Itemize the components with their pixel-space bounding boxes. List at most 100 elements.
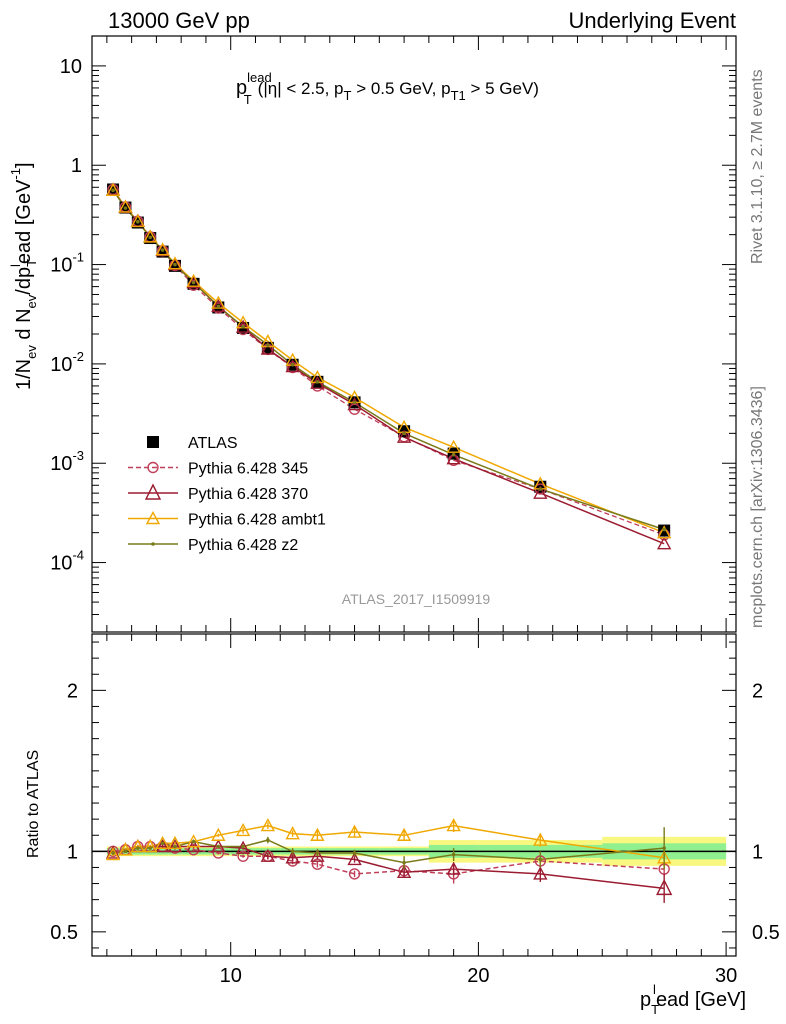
ratio-point-pythia-6.428-370 — [446, 861, 461, 875]
ratio-point-pythia-6.428-345 — [348, 868, 361, 880]
ratio-point-pythia-6.428-ambt1 — [211, 827, 226, 841]
ratio-point-pythia-6.428-z2 — [241, 844, 245, 849]
main-point-pythia-6.428-370 — [347, 397, 362, 411]
ratio-point-pythia-6.428-370 — [211, 839, 226, 853]
legend-label: Pythia 6.428 345 — [188, 461, 308, 478]
ratio-y-tick-label: 2 — [67, 680, 78, 702]
ratio-point-pythia-6.428-370 — [155, 839, 170, 853]
plot-title: plead T(|η| < 2.5, pT > 0.5 GeV, pT1 > 5 … — [236, 70, 539, 107]
ratio-point-pythia-6.428-370 — [260, 848, 276, 862]
main-point-pythia-6.428-z2 — [160, 248, 165, 252]
ratio-point-pythia-6.428-z2 — [148, 846, 153, 850]
main-y-axis-label: 1/Nev d Nev/dpTlead [GeV-1] — [8, 162, 39, 390]
ratio-point-pythia-6.428-z2 — [191, 839, 196, 844]
main-point-pythia-6.428-ambt1 — [656, 525, 672, 539]
ratio-point-pythia-6.428-z2 — [136, 846, 140, 850]
ratio-point-pythia-6.428-ambt1 — [118, 842, 133, 856]
ratio-y-tick-label: 0.5 — [50, 922, 78, 944]
header-left: 13000 GeV pp — [108, 8, 250, 33]
analysis-label: ATLAS_2017_I1509919 — [342, 591, 491, 607]
main-point-pythia-6.428-370 — [446, 451, 461, 465]
ratio-point-pythia-6.428-ambt1 — [143, 839, 158, 853]
ratio-point-pythia-6.428-ambt1 — [396, 827, 412, 841]
ratio-point-pythia-6.428-ambt1 — [285, 826, 300, 840]
ratio-point-pythia-6.428-ambt1 — [260, 818, 276, 832]
main-point-pythia-6.428-z2 — [538, 487, 543, 491]
rivet-label: Rivet 3.1.10, ≥ 2.7M events — [749, 69, 766, 264]
legend-marker — [147, 461, 159, 474]
ratio-y-tick-label-right: 0.5 — [752, 922, 780, 944]
main-y-tick-label: 1 — [71, 155, 82, 177]
ratio-point-pythia-6.428-z2 — [111, 851, 115, 855]
ratio-point-pythia-6.428-370 — [396, 864, 412, 878]
ratio-point-pythia-6.428-370 — [656, 878, 673, 896]
main-point-pythia-6.428-z2 — [216, 304, 221, 309]
ratio-point-pythia-6.428-ambt1 — [105, 847, 121, 861]
main-point-pythia-6.428-370 — [235, 319, 251, 333]
main-y-tick-label: 10-2 — [50, 349, 84, 376]
main-y-tick-label: 10-3 — [50, 448, 84, 475]
ratio-point-pythia-6.428-z2 — [538, 857, 543, 862]
ratio-y-tick-label-right: 1 — [752, 841, 763, 863]
x-tick-label: 20 — [467, 965, 489, 987]
ratio-point-pythia-6.428-ambt1 — [310, 827, 325, 841]
main-point-pythia-6.428-370 — [285, 359, 300, 373]
ratio-point-pythia-6.428-z2 — [662, 846, 666, 850]
header-right: Underlying Event — [568, 8, 736, 33]
ratio-point-pythia-6.428-370 — [105, 845, 121, 859]
ratio-point-pythia-6.428-z2 — [160, 841, 165, 846]
main-point-pythia-6.428-z2 — [352, 400, 357, 405]
x-axis-label: pTlead [GeV] — [640, 982, 746, 1017]
main-point-pythia-6.428-z2 — [136, 219, 140, 224]
ratio-point-pythia-6.428-ambt1 — [533, 832, 548, 846]
ratio-point-pythia-6.428-z2 — [173, 844, 177, 849]
ratio-point-pythia-6.428-ambt1 — [186, 834, 201, 848]
ratio-point-pythia-6.428-z2 — [266, 838, 270, 842]
ratio-point-pythia-6.428-ambt1 — [446, 818, 461, 832]
main-point-pythia-6.428-ambt1 — [118, 199, 133, 213]
ratio-point-pythia-6.428-ambt1 — [130, 839, 146, 853]
ratio-point-pythia-6.428-z2 — [290, 849, 295, 854]
legend-marker — [147, 436, 159, 448]
main-point-pythia-6.428-z2 — [662, 527, 666, 532]
ratio-y-axis-label: Ratio to ATLAS — [25, 750, 42, 858]
x-tick-label: 30 — [715, 965, 737, 987]
ratio-point-pythia-6.428-370 — [235, 840, 251, 854]
main-y-tick-label: 10-1 — [50, 250, 84, 277]
main-point-pythia-6.428-z2 — [241, 324, 245, 329]
ratio-point-pythia-6.428-z2 — [451, 852, 456, 857]
main-point-pythia-6.428-370 — [656, 536, 672, 550]
main-point-pythia-6.428-z2 — [451, 452, 456, 457]
main-point-pythia-6.428-z2 — [402, 431, 406, 436]
main-line-pythia-6.428-345 — [112, 189, 665, 536]
main-point-pythia-6.428-345 — [286, 361, 299, 374]
legend-label: Pythia 6.428 370 — [188, 486, 308, 503]
ratio-point-pythia-6.428-345 — [237, 850, 249, 862]
main-point-pythia-6.428-z2 — [123, 206, 128, 210]
main-series-layer — [105, 182, 672, 550]
legend-label: Pythia 6.428 z2 — [188, 537, 298, 554]
main-line-pythia-6.428-ambt1 — [112, 189, 665, 534]
ratio-point-pythia-6.428-ambt1 — [235, 822, 251, 837]
main-point-pythia-6.428-370 — [396, 429, 412, 443]
main-point-pythia-6.428-z2 — [148, 235, 153, 240]
ratio-series-layer — [105, 818, 673, 903]
ratio-point-pythia-6.428-z2 — [402, 860, 406, 865]
ratio-point-pythia-6.428-370 — [167, 839, 183, 853]
main-y-tick-label: 10 — [60, 56, 82, 78]
ratio-point-pythia-6.428-ambt1 — [155, 835, 170, 849]
ratio-point-pythia-6.428-370 — [285, 850, 300, 864]
main-point-pythia-6.428-z2 — [173, 262, 177, 267]
main-point-pythia-6.428-ambt1 — [186, 273, 201, 287]
main-panel: 10 1 10-1 10-2 10-3 10-4 — [50, 35, 737, 633]
ratio-point-pythia-6.428-z2 — [123, 849, 128, 854]
main-point-pythia-6.428-z2 — [266, 343, 270, 347]
legend: ATLAS Pythia 6.428 345 Pythia 6.428 370 Pyt… — [128, 435, 326, 554]
main-point-pythia-6.428-z2 — [315, 380, 320, 384]
ratio-y-tick-label-right: 2 — [752, 680, 763, 702]
mcplots-label: mcplots.cern.ch [arXiv:1306.3436] — [749, 386, 766, 628]
main-y-tick-label: 10-4 — [50, 548, 84, 575]
main-point-pythia-6.428-z2 — [191, 280, 196, 285]
legend-marker — [144, 483, 162, 500]
